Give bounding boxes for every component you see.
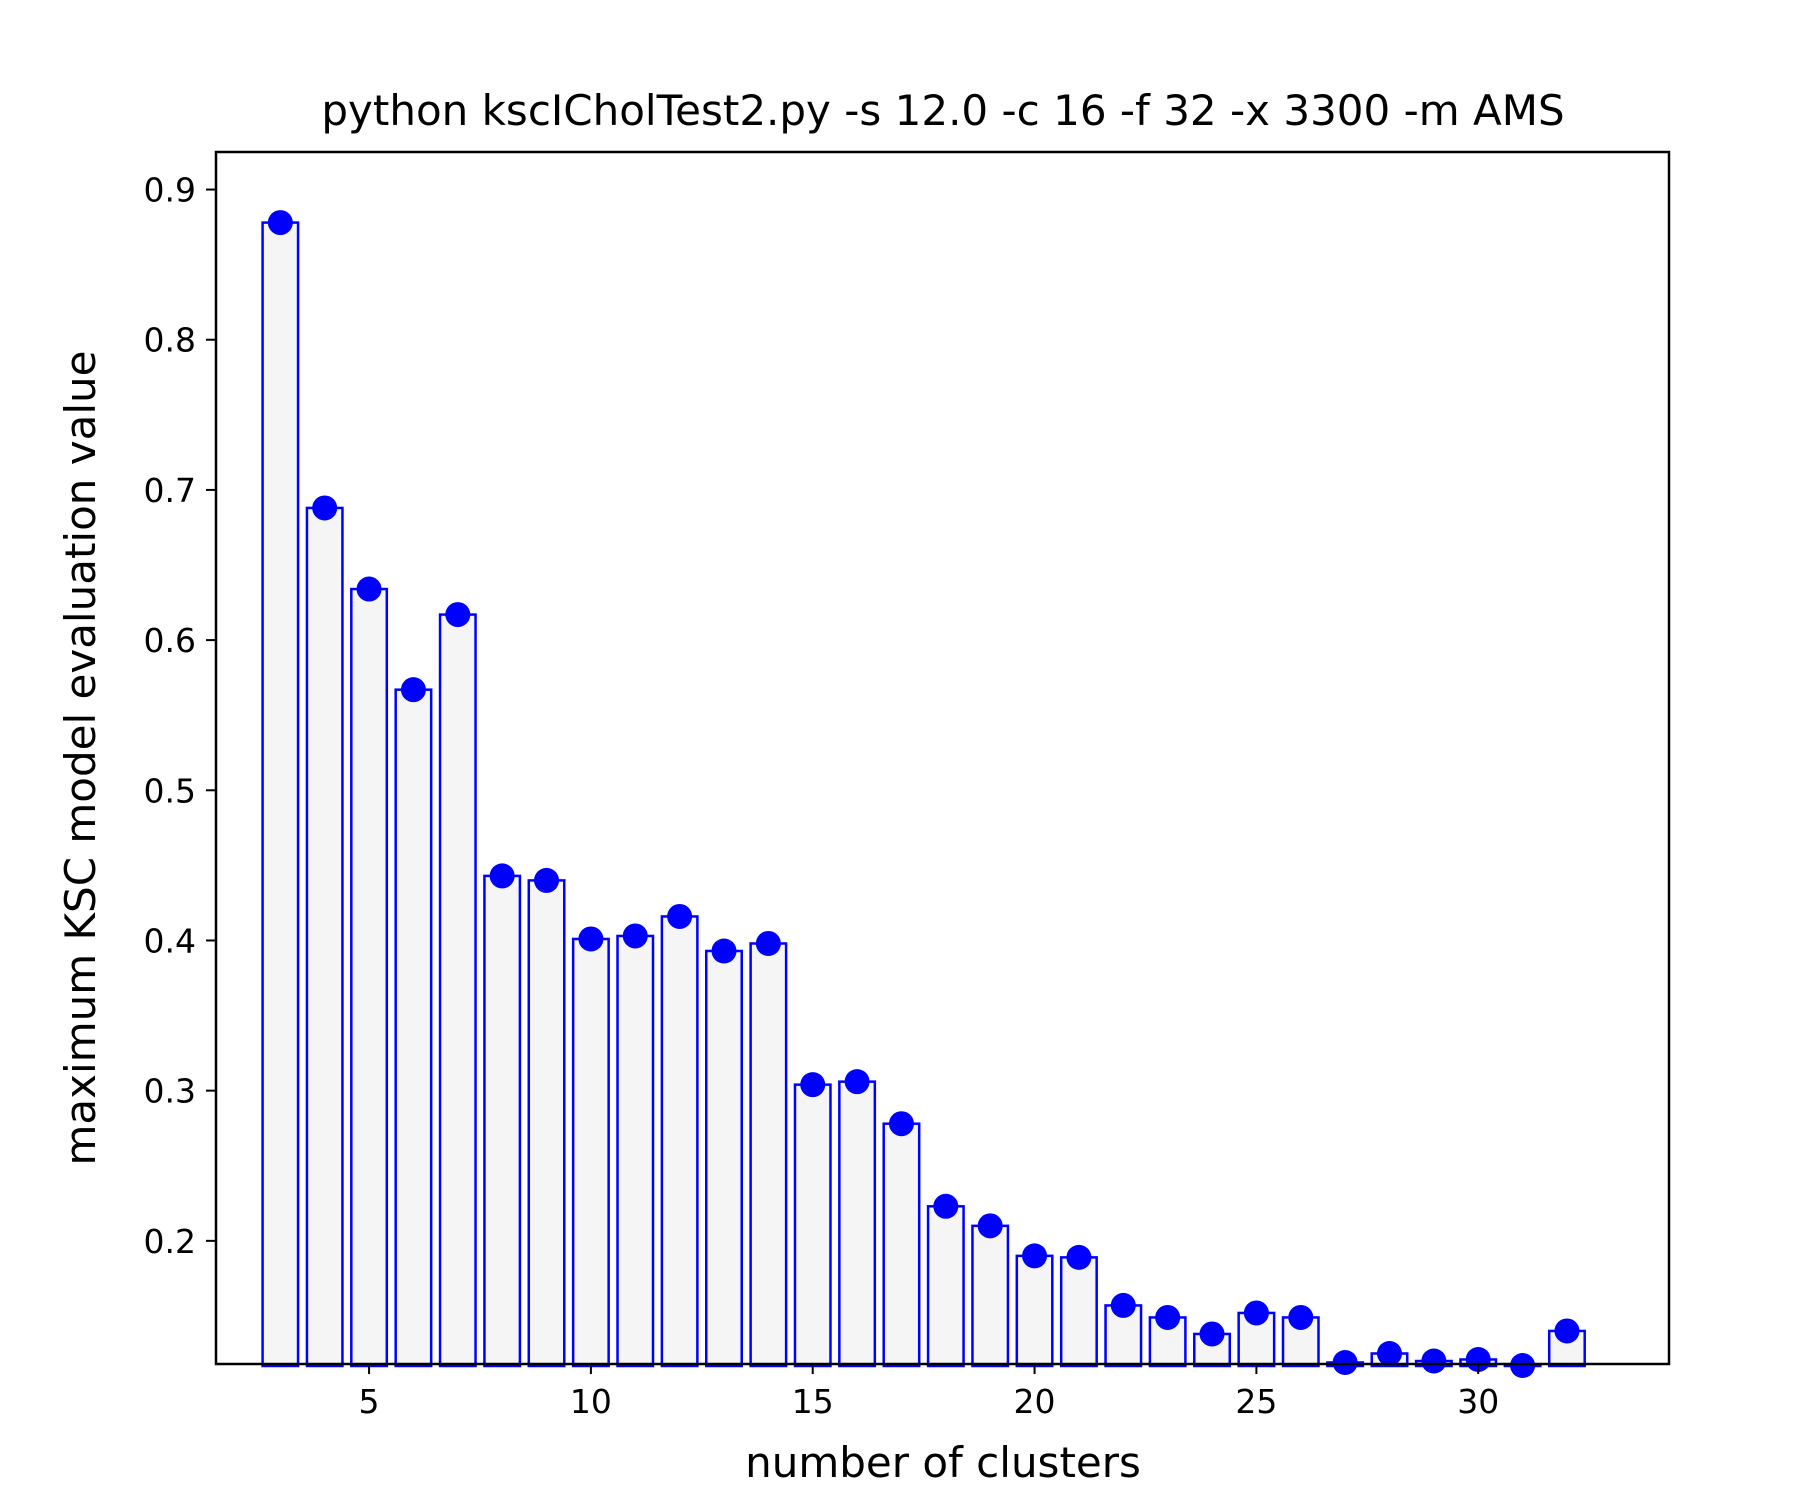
data-point-31	[1510, 1353, 1536, 1378]
bar-6	[394, 688, 433, 1368]
bar-17	[882, 1122, 921, 1368]
chart-title: python kscICholTest2.py -s 12.0 -c 16 -f…	[321, 86, 1564, 135]
bar-12	[660, 915, 699, 1368]
y-tick-label-0.7: 0.7	[144, 471, 196, 510]
y-tick-label-0.6: 0.6	[144, 621, 196, 660]
bar-10	[571, 937, 610, 1368]
data-point-20	[1022, 1243, 1048, 1269]
plot-area-frame	[214, 150, 1671, 1366]
y-axis-label: maximum KSC model evaluation value	[56, 351, 105, 1166]
data-point-8	[489, 863, 515, 889]
data-point-4	[312, 495, 338, 521]
bar-21	[1059, 1256, 1098, 1368]
bar-7	[438, 613, 477, 1368]
bar-14	[749, 942, 788, 1368]
data-point-18	[933, 1193, 959, 1219]
y-tick-label-0.3: 0.3	[144, 1072, 196, 1111]
data-point-7	[445, 602, 471, 628]
bar-25	[1237, 1311, 1276, 1368]
data-point-11	[622, 923, 648, 949]
data-point-22	[1110, 1292, 1136, 1318]
x-tick-label-25: 25	[1235, 1382, 1277, 1421]
data-point-9	[534, 867, 560, 893]
data-point-26	[1288, 1304, 1314, 1330]
y-tick-label-0.9: 0.9	[144, 171, 196, 210]
data-point-12	[667, 903, 693, 929]
bar-19	[971, 1224, 1010, 1368]
y-tick-label-0.4: 0.4	[144, 921, 196, 960]
bar-20	[1015, 1254, 1054, 1368]
data-point-30	[1465, 1346, 1491, 1372]
bar-16	[838, 1080, 877, 1368]
x-tick-label-10: 10	[570, 1382, 612, 1421]
data-point-23	[1155, 1304, 1181, 1330]
data-point-6	[400, 677, 426, 703]
y-tick-label-0.5: 0.5	[144, 771, 196, 810]
data-point-14	[755, 930, 781, 956]
data-point-21	[1066, 1244, 1092, 1270]
ticks-layer: 5 10 15 20 25 30 0.2 0.3 0.4 0.5 0.6 0.7 0.8 0.9	[144, 171, 1500, 1421]
bar-5	[350, 587, 389, 1368]
data-point-27	[1332, 1350, 1358, 1375]
data-point-28	[1376, 1340, 1402, 1366]
y-tick-label-0.8: 0.8	[144, 321, 196, 360]
x-tick-label-30: 30	[1457, 1382, 1499, 1421]
bar-8	[483, 874, 522, 1368]
bar-9	[527, 879, 566, 1368]
x-axis-label: number of clusters	[745, 1438, 1141, 1487]
data-point-17	[888, 1111, 914, 1137]
bar-15	[793, 1083, 832, 1368]
bar-13	[705, 949, 743, 1368]
data-point-19	[977, 1213, 1003, 1239]
data-point-32	[1554, 1318, 1580, 1344]
bars-layer	[261, 221, 1586, 1368]
y-tick-label-0.2: 0.2	[144, 1222, 196, 1261]
data-point-25	[1243, 1300, 1269, 1326]
data-point-13	[711, 938, 737, 964]
data-point-10	[578, 926, 604, 952]
data-point-15	[800, 1072, 826, 1098]
data-point-5	[356, 576, 382, 602]
data-point-16	[844, 1069, 870, 1095]
x-tick-label-15: 15	[792, 1382, 834, 1421]
data-point-3	[267, 210, 293, 236]
bar-11	[616, 934, 655, 1368]
bar-4	[305, 506, 344, 1368]
bar-3	[261, 221, 300, 1368]
markers-layer	[267, 210, 1580, 1378]
x-tick-label-5: 5	[359, 1382, 380, 1421]
bar-18	[926, 1205, 965, 1368]
data-point-24	[1199, 1321, 1225, 1347]
data-point-29	[1421, 1348, 1447, 1374]
x-tick-label-20: 20	[1014, 1382, 1056, 1421]
